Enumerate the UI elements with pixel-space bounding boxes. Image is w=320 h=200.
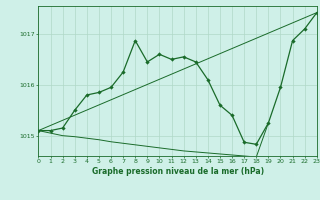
- X-axis label: Graphe pression niveau de la mer (hPa): Graphe pression niveau de la mer (hPa): [92, 167, 264, 176]
